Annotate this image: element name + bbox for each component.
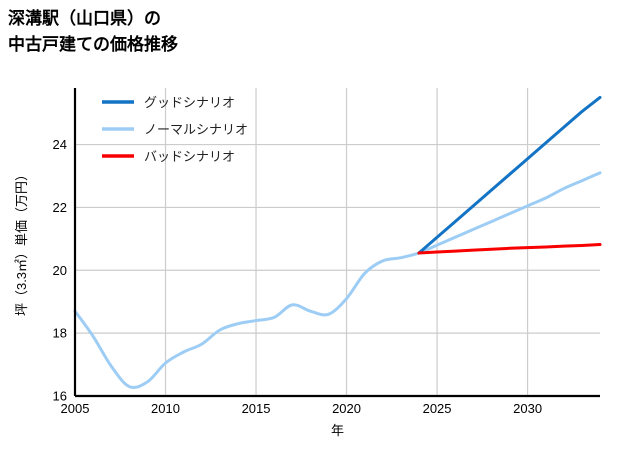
y-tick-label: 20 [53,263,67,278]
x-tick-label: 2005 [61,401,90,416]
x-tick-label: 2015 [242,401,271,416]
x-tick-label: 2030 [513,401,542,416]
x-tick-label: 2010 [151,401,180,416]
series-line [73,171,602,389]
x-tick-label: 2020 [332,401,361,416]
page-title-line2: 中古戸建ての価格推移 [8,35,178,54]
page-title-line1: 深溝駅（山口県）の [8,9,161,28]
axis-titles: 年 坪（3.3㎡）単価（万円） [14,168,344,438]
gridlines [74,88,600,397]
legend-label: バッドシナリオ [144,149,235,164]
y-axis-title: 坪（3.3㎡）単価（万円） [14,168,29,316]
series-layer [73,95,602,389]
legend-label: グッドシナリオ [144,95,235,110]
y-tick-label: 22 [53,200,67,215]
legend-label: ノーマルシナリオ [144,122,248,137]
tick-labels: 16 18 20 22 24 2005 2010 2015 2020 2025 2030 [53,137,543,416]
y-tick-label: 24 [53,137,67,152]
series-line [417,95,602,255]
y-tick-label: 16 [53,389,67,404]
x-axis-title: 年 [331,423,344,438]
x-tick-label: 2025 [423,401,452,416]
y-tick-label: 18 [53,326,67,341]
axes-layer [73,88,600,398]
series-line [417,243,602,255]
